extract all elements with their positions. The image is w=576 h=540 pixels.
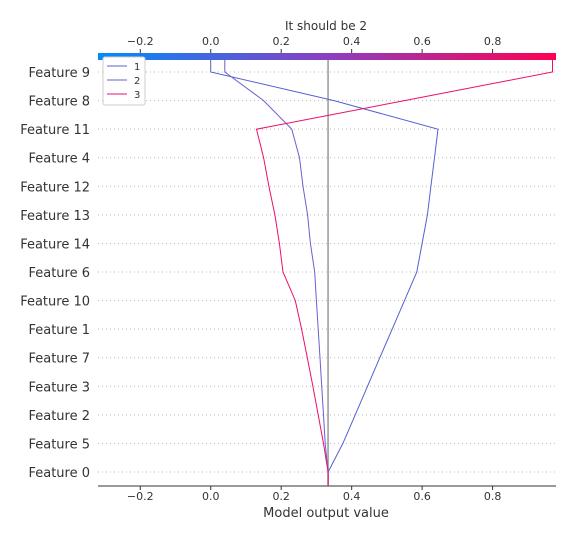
gridlines — [98, 71, 556, 473]
feature-label: Feature 2 — [28, 409, 90, 424]
top-tick-label: 0.4 — [343, 35, 361, 48]
feature-label: Feature 14 — [20, 237, 90, 252]
feature-label: Feature 4 — [28, 152, 90, 167]
chart-title: It should be 2 — [285, 19, 367, 33]
feature-label: Feature 10 — [20, 295, 90, 310]
bottom-tick-label: −0.2 — [127, 490, 154, 503]
bottom-tick-label: 0.4 — [343, 490, 361, 503]
bottom-tick-label: 0.2 — [272, 490, 290, 503]
legend: 1 2 3 — [102, 56, 146, 106]
top-tick-label: −0.2 — [127, 35, 154, 48]
bottom-axis: −0.2 0.0 0.2 0.4 0.6 0.8 — [127, 486, 501, 503]
feature-label: Feature 3 — [28, 380, 90, 395]
series-line-2 — [224, 60, 329, 486]
feature-label: Feature 11 — [20, 123, 90, 138]
bottom-tick-label: 0.6 — [413, 490, 431, 503]
series-line-1 — [210, 60, 439, 486]
feature-labels: Feature 0 Feature 5 Feature 2 Feature 3 Feat… — [20, 66, 90, 481]
feature-label: Feature 8 — [28, 95, 90, 110]
top-tick-label: 0.2 — [272, 35, 290, 48]
feature-label: Feature 6 — [28, 266, 90, 281]
x-axis-label: Model output value — [263, 506, 389, 521]
feature-label: Feature 1 — [28, 323, 90, 338]
bottom-tick-label: 0.8 — [484, 490, 502, 503]
series-line-3 — [255, 60, 553, 486]
legend-label: 3 — [134, 90, 140, 101]
top-tick-label: 0.6 — [413, 35, 431, 48]
feature-label: Feature 9 — [28, 66, 90, 81]
feature-label: Feature 5 — [28, 437, 90, 452]
legend-label: 2 — [134, 76, 140, 87]
feature-label: Feature 0 — [28, 466, 90, 481]
top-tick-label: 0.0 — [202, 35, 220, 48]
series-lines — [210, 60, 553, 486]
top-tick-label: 0.8 — [484, 35, 502, 48]
legend-box — [102, 56, 146, 106]
legend-label: 1 — [134, 62, 140, 73]
feature-label: Feature 13 — [20, 209, 90, 224]
feature-label: Feature 7 — [28, 352, 90, 367]
color-bar — [98, 53, 556, 60]
bottom-tick-label: 0.0 — [202, 490, 220, 503]
top-axis: −0.2 0.0 0.2 0.4 0.6 0.8 — [127, 35, 501, 53]
feature-label: Feature 12 — [20, 180, 90, 195]
